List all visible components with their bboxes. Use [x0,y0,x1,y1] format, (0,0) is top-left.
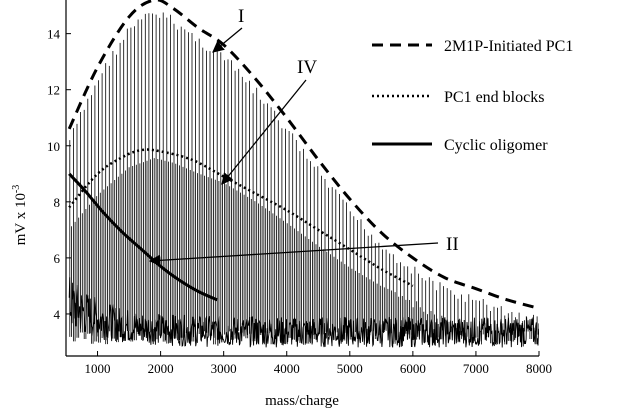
y-tick-label: 12 [47,83,60,98]
y-tick-label: 8 [54,195,61,210]
annotation-arrow-ii [148,242,439,267]
y-tick-label: 4 [54,307,61,322]
x-axis-title: mass/charge [265,393,339,409]
x-tick-label: 3000 [211,361,237,376]
y-tick-label: 10 [47,139,60,154]
y-axis-title: mV x 10-3 [11,185,29,246]
annotation-arrow-iv [221,79,307,185]
x-tick-label: 6000 [400,361,426,376]
x-tick-label: 8000 [526,361,552,376]
series-lines [67,0,539,310]
y-ticks: 4 6 8 10 12 14 [47,27,71,322]
legend-label-2m1p: 2M1P-Initiated PC1 [444,38,573,55]
legend: 2M1P-Initiated PC1 PC1 end blocks Cyclic… [372,38,573,154]
annotation-label-ii: II [446,234,459,255]
x-tick-label: 4000 [274,361,300,376]
x-tick-label: 7000 [463,361,489,376]
x-tick-label: 5000 [337,361,363,376]
baseline-noise [68,277,539,348]
spectrum-peaks [68,12,539,348]
annotation-label-i: I [238,6,244,27]
x-tick-label: 2000 [148,361,174,376]
x-tick-label: 1000 [85,361,111,376]
annotation-label-iv: IV [297,57,317,78]
annotations: I IV II [148,6,459,267]
y-tick-label: 14 [47,27,61,42]
x-ticks: 1000 2000 3000 4000 5000 6000 7000 8000 [85,351,552,376]
annotation-arrow-i [212,27,243,53]
legend-label-cyclic: Cyclic oligomer [444,137,548,154]
series-line-solid [68,172,219,302]
y-tick-label: 6 [54,251,61,266]
series-line-dashed [67,0,539,310]
legend-label-end-blocks: PC1 end blocks [444,89,544,106]
